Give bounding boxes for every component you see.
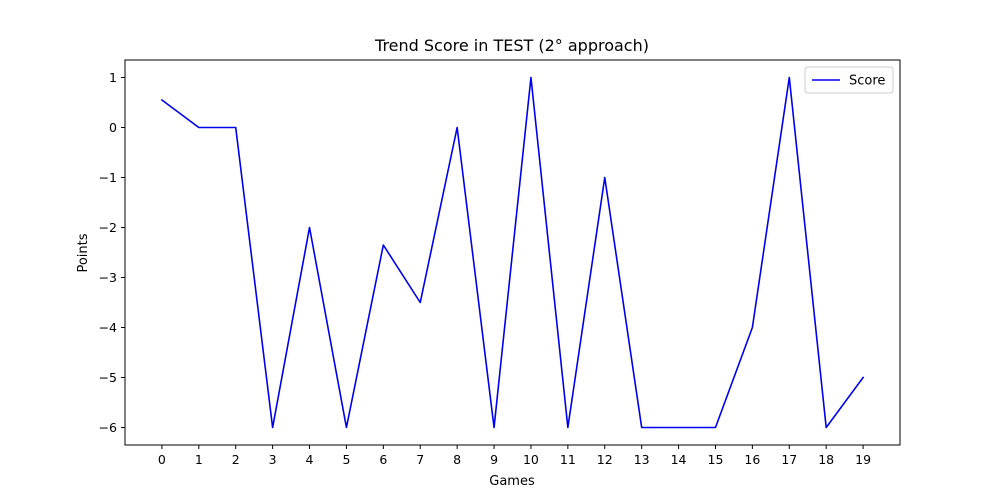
legend-box xyxy=(804,66,894,94)
x-tick-label: 4 xyxy=(306,452,314,467)
legend-label-score: Score xyxy=(849,74,885,89)
y-tick-label: −1 xyxy=(99,170,117,185)
y-tick-label: 1 xyxy=(109,70,117,85)
plot-area: 0 1 2 3 4 5 6 7 8 9 10 11 12 13 14 15 16 17 18 1910−1−2−3−4… xyxy=(99,59,901,467)
x-tick-label: 1 xyxy=(195,452,203,467)
series-line-score xyxy=(160,76,865,429)
x-tick-label: 16 xyxy=(744,452,760,467)
y-tick-label: −3 xyxy=(99,270,117,285)
x-tick-label: 9 xyxy=(490,452,498,467)
x-tick-label: 11 xyxy=(560,452,576,467)
x-tick-label: 0 xyxy=(158,452,166,467)
x-tick-label: 19 xyxy=(855,452,871,467)
x-axis-label: Games xyxy=(489,474,535,489)
x-tick-label: 14 xyxy=(671,452,687,467)
y-tick-label: −2 xyxy=(99,220,117,235)
x-tick-label: 10 xyxy=(523,452,539,467)
x-tick-label: 8 xyxy=(453,452,461,467)
x-tick-label: 6 xyxy=(379,452,387,467)
y-tick-label: −6 xyxy=(99,420,117,435)
x-tick-label: 13 xyxy=(634,452,650,467)
axes-frame xyxy=(124,59,901,446)
y-tick-label: −4 xyxy=(99,320,117,335)
chart-title: Trend Score in TEST (2° approach) xyxy=(374,36,649,55)
x-tick-label: 15 xyxy=(708,452,724,467)
y-tick-label: 0 xyxy=(109,120,117,135)
x-tick-label: 2 xyxy=(232,452,240,467)
x-tick-label: 5 xyxy=(342,452,350,467)
x-tick-label: 17 xyxy=(781,452,797,467)
y-tick-label: −5 xyxy=(99,370,117,385)
x-tick-label: 12 xyxy=(597,452,613,467)
legend: Score xyxy=(804,66,894,94)
x-tick-label: 3 xyxy=(269,452,277,467)
x-tick-label: 7 xyxy=(416,452,424,467)
y-axis-label: Points xyxy=(76,233,91,272)
x-tick-label: 18 xyxy=(818,452,834,467)
